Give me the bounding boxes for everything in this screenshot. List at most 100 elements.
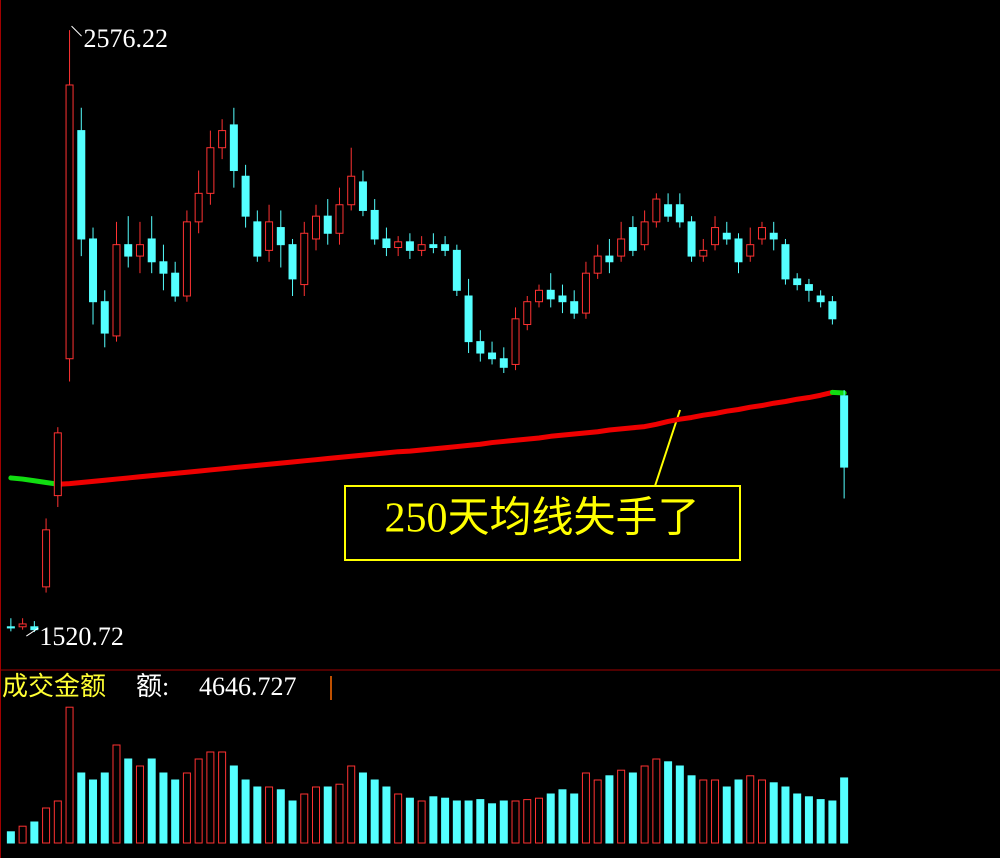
volume-bar: [499, 800, 508, 844]
candle-body: [511, 318, 520, 365]
volume-bar: [464, 800, 473, 844]
candle-body: [476, 341, 485, 354]
candle-body: [652, 198, 661, 223]
volume-bar: [628, 772, 637, 844]
candle-body: [370, 209, 379, 240]
candle-body: [734, 238, 743, 263]
volume-bar: [253, 786, 262, 844]
candle-body: [347, 175, 356, 206]
candle-body: [429, 244, 438, 249]
volume-bar: [206, 751, 215, 844]
volume-bar: [135, 765, 144, 844]
volume-bar: [441, 797, 450, 844]
high-pointer: [71, 25, 82, 37]
volume-bar: [171, 779, 180, 844]
volume-bar: [312, 786, 321, 844]
volume-bar: [593, 779, 602, 844]
candle-body: [441, 244, 450, 251]
volume-bar: [828, 800, 837, 844]
volume-bar: [42, 807, 51, 844]
volume-bar: [100, 772, 109, 844]
volume-bar: [323, 786, 332, 844]
high-label: 2576.22: [84, 24, 169, 53]
volume-bar: [6, 831, 15, 844]
volume-bar: [229, 765, 238, 844]
candle-body: [135, 244, 144, 257]
candle-body: [312, 215, 321, 240]
candle-body: [288, 244, 297, 280]
candle-body: [499, 358, 508, 368]
candle-body: [229, 124, 238, 172]
volume-bar: [112, 744, 121, 844]
volume-bar: [194, 758, 203, 844]
volume-bar: [30, 821, 39, 844]
candle-body: [664, 204, 673, 217]
moving-average: [829, 389, 847, 396]
volume-bar: [570, 793, 579, 844]
volume-bar: [711, 779, 720, 844]
candle-body: [77, 130, 86, 240]
candle-body: [147, 238, 156, 263]
candle-body: [464, 295, 473, 343]
volume-bar: [605, 775, 614, 844]
candle-body: [699, 249, 708, 257]
volume-bar: [546, 793, 555, 844]
volume-bar: [534, 797, 543, 844]
candle-body: [452, 249, 461, 291]
volume-bar: [511, 800, 520, 844]
volume-bar: [405, 797, 414, 844]
volume-bar: [640, 765, 649, 844]
candle-body: [65, 84, 74, 360]
volume-bar: [89, 779, 98, 844]
volume-bar: [53, 800, 62, 844]
candle-body: [358, 181, 367, 211]
volume-bar: [417, 800, 426, 844]
candle-body: [793, 278, 802, 286]
volume-bar: [699, 779, 708, 844]
annotation-leader: [654, 409, 681, 487]
candle-body: [241, 175, 250, 217]
volume-bar: [675, 765, 684, 844]
volume-bar: [617, 769, 626, 844]
volume-bar: [769, 782, 778, 844]
candle-body: [769, 232, 778, 240]
candle-body: [605, 255, 614, 263]
candle-body: [581, 272, 590, 314]
candle-body: [523, 301, 532, 326]
volume-bar: [476, 799, 485, 844]
candle-body: [100, 301, 109, 334]
volume-bar: [276, 789, 285, 844]
candle-body: [335, 204, 344, 234]
candle-body: [323, 215, 332, 234]
candle-body: [171, 272, 180, 297]
volume-bar: [370, 779, 379, 844]
candle-body: [570, 301, 579, 314]
candle-body: [124, 244, 133, 257]
candle-body: [382, 238, 391, 249]
volume-bar: [581, 772, 590, 844]
volume-bar: [124, 758, 133, 844]
candle-body: [546, 289, 555, 300]
volume-bar: [77, 772, 86, 844]
candle-body: [6, 626, 15, 629]
volume-bar: [147, 758, 156, 844]
low-label: 1520.72: [39, 622, 124, 651]
candle-body: [746, 244, 755, 257]
volume-bar: [722, 786, 731, 844]
volume-bar: [241, 779, 250, 844]
candle-body: [18, 623, 27, 628]
volume-bar: [347, 765, 356, 844]
volume-bar: [335, 783, 344, 844]
candle-body: [675, 204, 684, 223]
volume-bar: [816, 799, 825, 844]
volume-bar: [300, 793, 309, 844]
volume-bar: [652, 758, 661, 844]
moving-average: [8, 475, 61, 487]
candle-body: [218, 130, 227, 149]
candle-body: [394, 241, 403, 249]
candle-body: [804, 284, 813, 291]
candle-body: [159, 261, 168, 274]
candle-body: [112, 244, 121, 337]
volume-bar: [488, 803, 497, 844]
